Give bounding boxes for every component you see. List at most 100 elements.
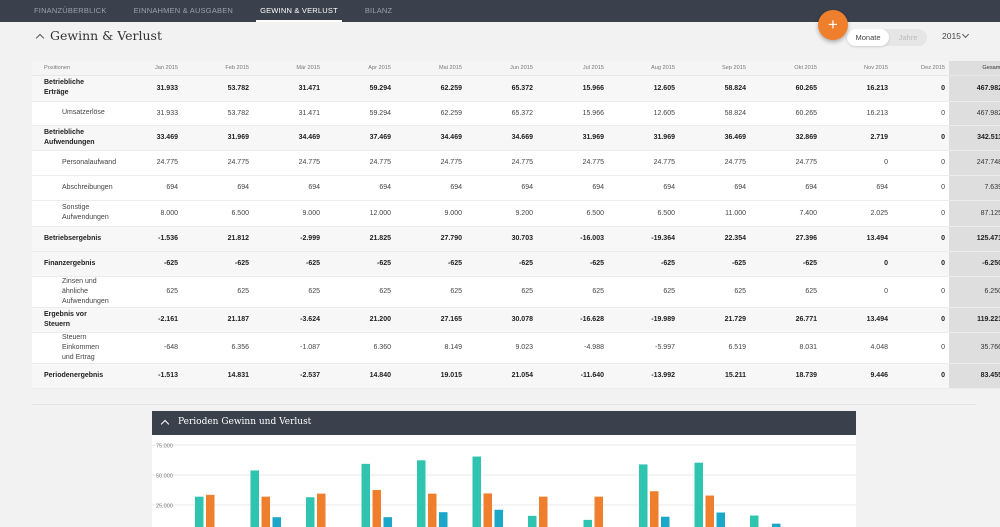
table-cell: 9.000 [395, 200, 466, 227]
bar[interactable] [650, 491, 659, 527]
table-cell: 8.000 [114, 200, 182, 227]
column-header: Nov 2015 [821, 61, 892, 76]
y-tick-label: 25.000 [156, 504, 173, 510]
table-cell: 0 [892, 363, 949, 389]
table-cell: 27.165 [395, 307, 466, 333]
bar[interactable] [483, 493, 493, 527]
bar[interactable] [716, 512, 726, 527]
row-label: Betriebsergebnis [32, 226, 114, 252]
table-cell: 22.354 [679, 226, 750, 252]
chevron-down-icon[interactable] [961, 30, 970, 39]
row-label: Sonstige Aufwendungen [32, 200, 114, 227]
table-cell: 7.400 [750, 200, 821, 227]
toggle-jahre[interactable]: Jahre [898, 33, 918, 42]
collapse-chevron-icon[interactable] [35, 33, 45, 43]
column-header: Apr 2015 [324, 61, 395, 76]
bar[interactable] [250, 470, 260, 527]
bar[interactable] [272, 517, 282, 527]
table-cell: 0 [892, 332, 949, 364]
bar[interactable] [261, 496, 271, 527]
bar[interactable] [539, 496, 548, 527]
table-cell: 625 [324, 276, 395, 308]
table-cell: 11.000 [679, 200, 750, 227]
row-label: Umsatzerlöse [32, 101, 114, 126]
table-cell: 15.966 [537, 101, 608, 126]
table-cell: -5.997 [608, 332, 679, 364]
table-cell: 16.213 [821, 75, 892, 102]
table-cell: 8.031 [750, 332, 821, 364]
table-row: Betriebliche Erträge 31.933 53.782 31.471 59… [32, 75, 1000, 102]
bar[interactable] [439, 512, 448, 527]
table-cell: 694 [821, 175, 892, 201]
table-cell: -625 [679, 251, 750, 277]
chart-title: Perioden Gewinn und Verlust [178, 417, 312, 427]
table-cell: 694 [253, 175, 324, 201]
table-cell: 21.825 [324, 226, 395, 252]
table-cell: 34.469 [253, 125, 324, 151]
table-cell: -6.250 [949, 251, 1000, 277]
table-cell: 6.500 [537, 200, 608, 227]
tab-einnahmen-ausgaben[interactable]: EINNAHMEN & AUSGABEN [133, 6, 234, 15]
table-cell: -625 [750, 251, 821, 277]
table-cell: 26.771 [750, 307, 821, 333]
table-cell: 247.748 [949, 150, 1000, 176]
table-cell: -4.988 [537, 332, 608, 364]
add-button[interactable]: + [818, 10, 848, 40]
table-cell: 18.739 [750, 363, 821, 389]
row-label: Ergebnis vor Steuern [32, 307, 114, 333]
bar[interactable] [472, 456, 482, 527]
table-cell: 58.824 [679, 75, 750, 102]
table-cell: 15.966 [537, 75, 608, 102]
bar[interactable] [206, 494, 215, 527]
table-cell: 694 [182, 175, 253, 201]
bar[interactable] [750, 515, 759, 527]
bar[interactable] [594, 496, 604, 527]
table-cell: -1.536 [114, 226, 182, 252]
table-cell: 24.775 [182, 150, 253, 176]
table-row: Steuern Einkommen und Ertrag -648 6.356 -1.… [32, 332, 1000, 364]
chart-collapse-chevron-icon[interactable] [160, 419, 170, 429]
bar[interactable] [428, 493, 437, 527]
bar[interactable] [383, 517, 393, 527]
tab-gewinn-verlust[interactable]: GEWINN & VERLUST [256, 0, 342, 22]
toggle-monate[interactable]: Monate [847, 29, 889, 46]
table-cell: 59.294 [324, 75, 395, 102]
chart-header[interactable]: Perioden Gewinn und Verlust [152, 411, 856, 435]
table-cell: 31.471 [253, 75, 324, 102]
table-cell: 58.824 [679, 101, 750, 126]
bar[interactable] [361, 463, 371, 527]
chart-panel: Perioden Gewinn und Verlust 75.000 50.000… [152, 411, 856, 527]
table-cell: 2.025 [821, 200, 892, 227]
table-cell: 6.360 [324, 332, 395, 364]
bar[interactable] [694, 462, 704, 527]
bar[interactable] [583, 519, 593, 527]
bar[interactable] [317, 493, 326, 527]
table-cell: 625 [466, 276, 537, 308]
page-title: Gewinn & Verlust [50, 28, 162, 43]
table-row: Sonstige Aufwendungen 8.000 6.500 9.000 12.0… [32, 200, 1000, 227]
table-cell: -625 [253, 251, 324, 277]
bar[interactable] [705, 495, 715, 527]
table-cell: 625 [608, 276, 679, 308]
bar[interactable] [195, 496, 204, 527]
bar[interactable] [661, 516, 670, 527]
row-label: Zinsen und ähnliche Aufwendungen [32, 276, 114, 308]
table-cell: 694 [466, 175, 537, 201]
tab-finanzueberblick[interactable]: FINANZÜBERBLICK [34, 6, 107, 15]
bar[interactable] [417, 460, 426, 527]
bar[interactable] [639, 464, 648, 527]
bar[interactable] [306, 497, 315, 527]
bar[interactable] [528, 515, 537, 527]
column-header: Aug 2015 [608, 61, 679, 76]
bar[interactable] [772, 523, 781, 527]
table-cell: 30.078 [466, 307, 537, 333]
bar[interactable] [494, 509, 504, 527]
table-cell: 36.469 [679, 125, 750, 151]
table-cell: 24.775 [750, 150, 821, 176]
table-cell: -19.989 [608, 307, 679, 333]
tab-bilanz[interactable]: BILANZ [364, 6, 393, 15]
bar[interactable] [372, 490, 382, 527]
year-select[interactable]: 2015 [942, 31, 961, 41]
table-cell: 30.703 [466, 226, 537, 252]
table-cell: 125.471 [949, 226, 1000, 252]
